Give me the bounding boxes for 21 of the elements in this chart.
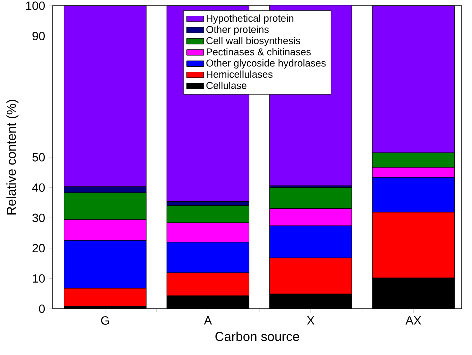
- y-axis-title: Relative content (%): [6, 100, 19, 215]
- legend-label: Other proteins: [206, 26, 269, 36]
- y-tick-label: 0: [39, 304, 46, 314]
- legend-label: Hemicellulases: [206, 70, 273, 78]
- y-tick-label: 10: [33, 274, 46, 283]
- legend-label: Hypothetical protein: [206, 14, 294, 24]
- x-axis-title: Carbon source: [216, 332, 300, 342]
- y-tick-label: 20: [32, 244, 46, 253]
- legend-label: Other glycoside hydrolases: [206, 60, 326, 69]
- legend-label: Cell wall biosynthesis: [206, 37, 300, 46]
- x-tick-label: A: [204, 316, 212, 325]
- x-tick-label: G: [101, 316, 110, 325]
- legend-label: Cellulase: [206, 82, 247, 90]
- y-tick-label: 40: [32, 184, 46, 192]
- y-tick-label: 90: [32, 32, 46, 41]
- x-tick-label: X: [307, 316, 315, 325]
- y-tick-label: 50: [32, 153, 46, 162]
- x-tick-label: AX: [406, 316, 422, 325]
- y-tick-label: 100: [26, 2, 46, 10]
- y-tick-label: 30: [32, 214, 46, 222]
- legend-label: Pectinases & chitinases: [206, 48, 312, 56]
